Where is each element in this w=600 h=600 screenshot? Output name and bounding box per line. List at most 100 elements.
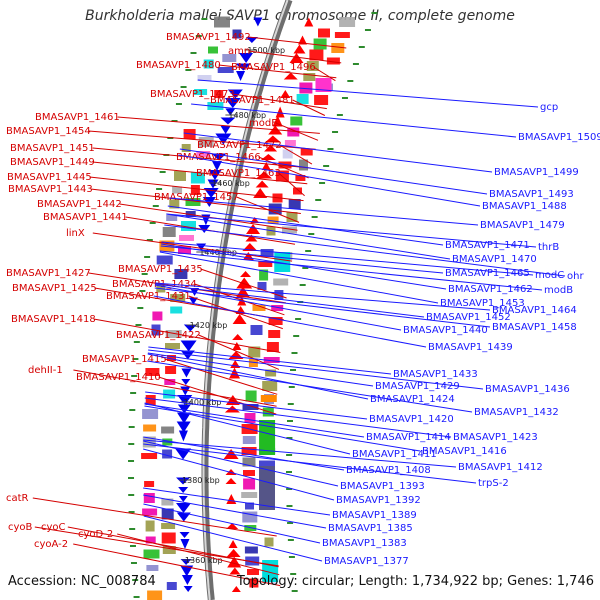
gene-block	[208, 46, 218, 54]
gene-arrow	[180, 340, 197, 352]
gene-block	[241, 492, 258, 498]
gene-block	[145, 368, 160, 376]
kbp-tick-label: 1360 kbp	[185, 556, 223, 565]
gene-block	[194, 89, 208, 95]
tick-mark	[171, 120, 178, 122]
gene-block	[198, 137, 214, 147]
tick-mark	[128, 477, 135, 479]
tick-mark	[129, 545, 136, 547]
gene-block	[268, 330, 281, 338]
reverse-label-line	[159, 251, 439, 304]
gene-block	[163, 389, 176, 399]
reverse-gene-label: BMASAVP1_1464	[492, 305, 577, 316]
tick-mark	[286, 420, 293, 422]
reverse-label-line	[144, 397, 452, 438]
tick-mark	[132, 358, 139, 360]
forward-gene-label: modE	[249, 118, 278, 129]
gene-block	[299, 82, 313, 94]
gene-block	[244, 546, 258, 554]
forward-label-line	[117, 116, 320, 134]
forward-label-line	[218, 64, 337, 79]
forward-label-line	[279, 144, 313, 165]
gene-block	[161, 426, 175, 434]
gene-block	[214, 90, 224, 98]
gene-arrow	[245, 234, 258, 242]
tick-mark	[299, 284, 306, 286]
tick-mark	[286, 471, 293, 473]
tick-mark	[201, 18, 208, 20]
reverse-label-line	[143, 503, 321, 544]
gene-block	[145, 395, 156, 405]
forward-label-line	[92, 232, 293, 262]
gene-block	[295, 175, 306, 181]
reverse-gene-label: BMASAVP1_1458	[492, 322, 577, 333]
reverse-label-line	[143, 440, 339, 487]
gene-block	[164, 379, 176, 385]
gene-block	[326, 57, 340, 65]
reverse-label-line	[144, 403, 365, 438]
forward-label-line	[248, 50, 342, 64]
forward-gene-label: BMASAVP1_1492	[166, 32, 251, 43]
reverse-label-line	[159, 250, 543, 291]
reverse-label-line	[183, 132, 493, 173]
gene-arrow	[264, 144, 278, 152]
reverse-gene-label: BMASAVP1_1411	[352, 449, 437, 460]
gene-arrow	[180, 386, 191, 396]
gene-block	[161, 532, 176, 544]
gene-block	[252, 305, 266, 311]
gene-block	[296, 94, 309, 104]
tick-mark	[308, 233, 315, 235]
forward-gene-label: BMASAVP1_1434	[112, 279, 197, 290]
gene-block-long	[259, 466, 276, 510]
tick-mark	[286, 505, 293, 507]
tick-mark	[129, 409, 136, 411]
forward-label-line	[158, 376, 277, 415]
reverse-gene-label: BMASAVP1_1432	[474, 407, 559, 418]
reverse-gene-label: thrB	[538, 242, 559, 253]
gene-block	[232, 29, 242, 39]
gene-block	[258, 261, 273, 267]
backbone-highlight	[202, 0, 289, 600]
tick-mark	[371, 12, 378, 14]
tick-mark	[128, 494, 135, 496]
gene-block	[264, 537, 274, 547]
gene-block	[165, 343, 180, 349]
gene-block	[197, 75, 212, 81]
forward-gene-label: BMASAVP1_1415	[82, 354, 167, 365]
gene-arrow	[176, 512, 191, 522]
tick-mark	[128, 443, 135, 445]
gene-block	[203, 59, 214, 69]
gene-arrow	[215, 133, 232, 145]
forward-label-line	[236, 196, 300, 223]
tick-mark	[137, 307, 144, 309]
gene-block	[165, 330, 182, 338]
gene-block	[142, 409, 159, 419]
forward-gene-label: BMASAVP1_1496	[231, 62, 316, 73]
tick-mark	[288, 556, 295, 558]
tick-mark	[139, 290, 146, 292]
forward-gene-label: dehII-1	[28, 365, 63, 376]
gene-block	[143, 424, 157, 432]
gene-block	[314, 95, 329, 105]
gene-block	[287, 127, 300, 137]
reverse-gene-label: BMASAVP1_1462	[448, 284, 533, 295]
tick-mark	[347, 80, 354, 82]
gene-block	[273, 278, 289, 286]
gene-block	[156, 255, 173, 265]
reverse-label-line	[197, 79, 539, 108]
forward-gene-label: BMASAVP1_1451	[10, 143, 95, 154]
reverse-label-line	[143, 494, 327, 529]
gene-block-long	[315, 78, 332, 92]
gene-block	[190, 172, 205, 184]
kbp-tick-label: 1440 kbp	[199, 248, 237, 257]
gene-block	[331, 43, 345, 53]
forward-gene-label: BMASAVP1_1449	[10, 157, 95, 168]
reverse-label-line	[143, 443, 477, 484]
reverse-label-line	[161, 241, 534, 276]
forward-label-line	[119, 203, 298, 231]
gene-arrow	[224, 98, 241, 108]
gene-arrow	[226, 523, 239, 529]
forward-label-line	[92, 161, 308, 185]
gene-block	[241, 447, 257, 455]
